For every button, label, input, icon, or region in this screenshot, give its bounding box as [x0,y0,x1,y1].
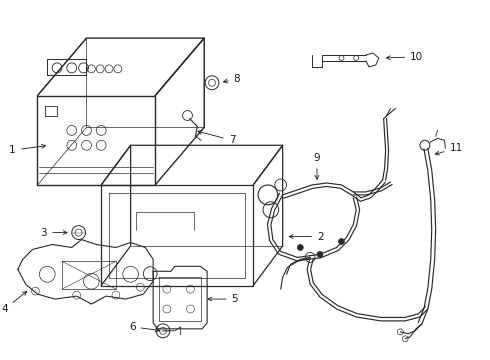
Text: 3: 3 [41,228,67,238]
Text: 6: 6 [129,322,159,332]
Text: 9: 9 [314,153,320,179]
Text: 10: 10 [387,52,423,62]
Text: 11: 11 [435,143,463,155]
Text: 2: 2 [289,231,323,242]
Circle shape [339,239,344,244]
Text: 1: 1 [9,144,46,155]
Text: 7: 7 [198,130,235,145]
Text: 8: 8 [223,74,240,84]
Text: 4: 4 [1,292,26,314]
Circle shape [297,244,303,251]
Circle shape [317,251,323,257]
Text: 5: 5 [208,294,238,304]
